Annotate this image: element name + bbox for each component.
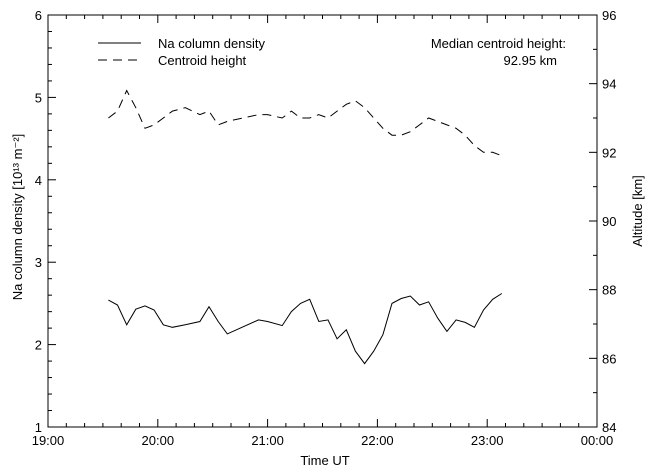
x-tick-label: 20:00 [142, 433, 175, 448]
y-left-tick-label: 4 [35, 173, 42, 188]
y-axis-right-title: Altitude [km] [630, 175, 645, 247]
x-tick-label: 21:00 [251, 433, 284, 448]
y-right-tick-label: 86 [602, 351, 616, 366]
y-right-tick-label: 92 [602, 145, 616, 160]
y-right-tick-label: 84 [602, 420, 616, 435]
plot-frame [47, 14, 598, 428]
series-line-centroid-height [108, 89, 502, 157]
legend-label-centroid: Centroid height [158, 53, 247, 68]
x-axis-title: Time UT [300, 453, 349, 468]
x-tick-label: 22:00 [361, 433, 394, 448]
y-right-tick-label: 88 [602, 283, 616, 298]
y-right-tick-label: 94 [602, 77, 616, 92]
y-left-tick-label: 5 [35, 90, 42, 105]
series-line-na-column-density [108, 293, 503, 365]
annotation-median-value: 92.95 km [504, 53, 557, 68]
annotation-median-label: Median centroid height: [431, 36, 566, 51]
legend-label-na: Na column density [158, 36, 265, 51]
x-tick-label: 23:00 [471, 433, 504, 448]
x-tick-label: 00:00 [581, 433, 614, 448]
x-tick-label: 19:00 [32, 433, 65, 448]
plot-area [108, 89, 503, 365]
y-left-tick-label: 2 [35, 338, 42, 353]
axes: 19:00 20:00 21:00 22:00 23:00 00:00 1 2 3 4 5 6 84 86… [32, 8, 617, 448]
y-left-tick-label: 6 [35, 8, 42, 23]
y-left-tick-label: 3 [35, 255, 42, 270]
y-left-tick-label: 1 [35, 420, 42, 435]
legend: Na column density Centroid height [98, 36, 265, 68]
y-right-tick-label: 90 [602, 214, 616, 229]
y-axis-left-title: Na column density [10¹³ m⁻²] [10, 134, 25, 301]
y-right-tick-label: 96 [602, 8, 616, 23]
